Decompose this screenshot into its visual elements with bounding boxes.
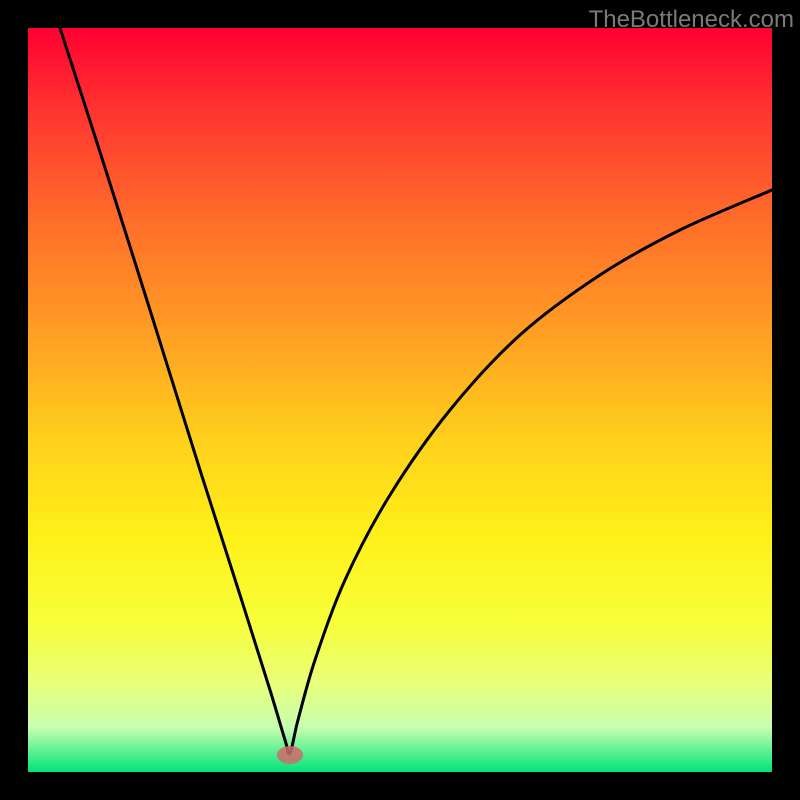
optimal-point-marker [277, 746, 303, 764]
chart-background-gradient [28, 28, 772, 772]
bottleneck-curve-chart [0, 0, 800, 800]
watermark-label: TheBottleneck.com [589, 6, 794, 34]
chart-container: TheBottleneck.com [0, 0, 800, 800]
